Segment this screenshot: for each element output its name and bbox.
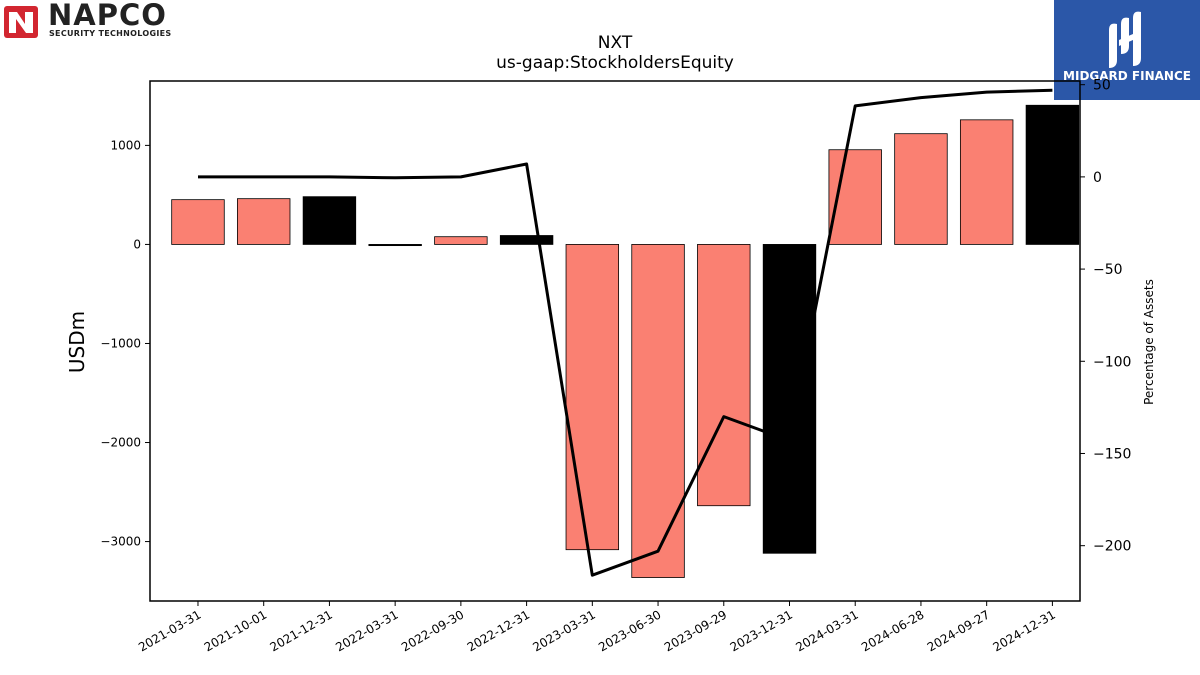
bar-2021-12-31 xyxy=(302,196,357,245)
bar-2024-09-27 xyxy=(959,119,1014,245)
bar-2022-12-31 xyxy=(499,235,554,245)
midgard-mark-icon xyxy=(1109,11,1141,69)
chart-title: NXT xyxy=(598,33,633,53)
x-tick-label: 2021-03-31 xyxy=(136,607,203,654)
bar-2023-06-30 xyxy=(631,244,685,578)
x-tick-label: 2022-03-31 xyxy=(333,607,400,654)
napco-logo-subtitle: SECURITY TECHNOLOGIES xyxy=(49,29,172,38)
napco-mark-icon xyxy=(4,6,38,38)
x-tick-label: 2023-06-30 xyxy=(596,607,663,654)
bar-2021-10-01 xyxy=(237,198,291,245)
x-tick-label: 2021-12-31 xyxy=(268,607,335,654)
napco-logo-name: NAPCO xyxy=(48,0,167,32)
bar-2023-09-29 xyxy=(697,244,751,507)
x-tick-label: 2024-03-31 xyxy=(793,607,860,654)
bar-2021-03-31 xyxy=(171,199,225,245)
napco-logo: NAPCO SECURITY TECHNOLOGIES xyxy=(4,0,214,40)
x-tick-label: 2023-09-29 xyxy=(662,607,729,654)
x-tick-label: 2022-12-31 xyxy=(465,607,532,654)
midgard-logo-name: MIDGARD FINANCE xyxy=(1063,69,1191,83)
bar-2022-09-30 xyxy=(434,236,488,245)
y2-tick-label: −200 xyxy=(1093,539,1131,555)
x-tick-label: 2024-09-27 xyxy=(925,607,992,654)
bar-2023-03-31 xyxy=(565,244,620,551)
chart-subtitle: us-gaap:StockholdersEquity xyxy=(496,53,734,73)
plot-frame xyxy=(149,80,1081,602)
bars-layer xyxy=(171,104,1080,578)
x-tick-label: 2024-12-31 xyxy=(990,607,1057,654)
y2-tick-label: 0 xyxy=(1093,170,1102,186)
x-tick-label: 2024-06-28 xyxy=(859,607,926,654)
line-layer xyxy=(198,88,1053,577)
y-tick-label: 1000 xyxy=(110,138,141,152)
y-axis-label: USDm xyxy=(65,311,89,373)
y2-tick-label: 50 xyxy=(1093,78,1111,94)
y2-tick-label: −50 xyxy=(1093,262,1123,278)
bar-2023-12-31 xyxy=(762,244,817,554)
y-tick-label: −3000 xyxy=(100,535,141,549)
bar-2024-06-28 xyxy=(894,133,948,245)
y-tick-label: 0 xyxy=(133,237,141,251)
y2-tick-label: −150 xyxy=(1093,446,1131,462)
y2-tick-label: −100 xyxy=(1093,354,1131,370)
bar-2024-12-31 xyxy=(1025,104,1080,245)
x-tick-label: 2022-09-30 xyxy=(399,607,466,654)
midgard-finance-logo: MIDGARD FINANCE xyxy=(1054,0,1200,100)
y-tick-label: −2000 xyxy=(100,436,141,450)
x-tick-label: 2021-10-01 xyxy=(202,607,269,654)
percentage-of-assets-line xyxy=(198,88,1053,577)
bar-2022-03-31 xyxy=(368,244,422,247)
x-tick-label: 2023-03-31 xyxy=(530,607,597,654)
y-tick-label: −1000 xyxy=(100,336,141,350)
y2-axis-label: Percentage of Assets xyxy=(1142,279,1156,405)
x-tick-label: 2023-12-31 xyxy=(728,607,795,654)
